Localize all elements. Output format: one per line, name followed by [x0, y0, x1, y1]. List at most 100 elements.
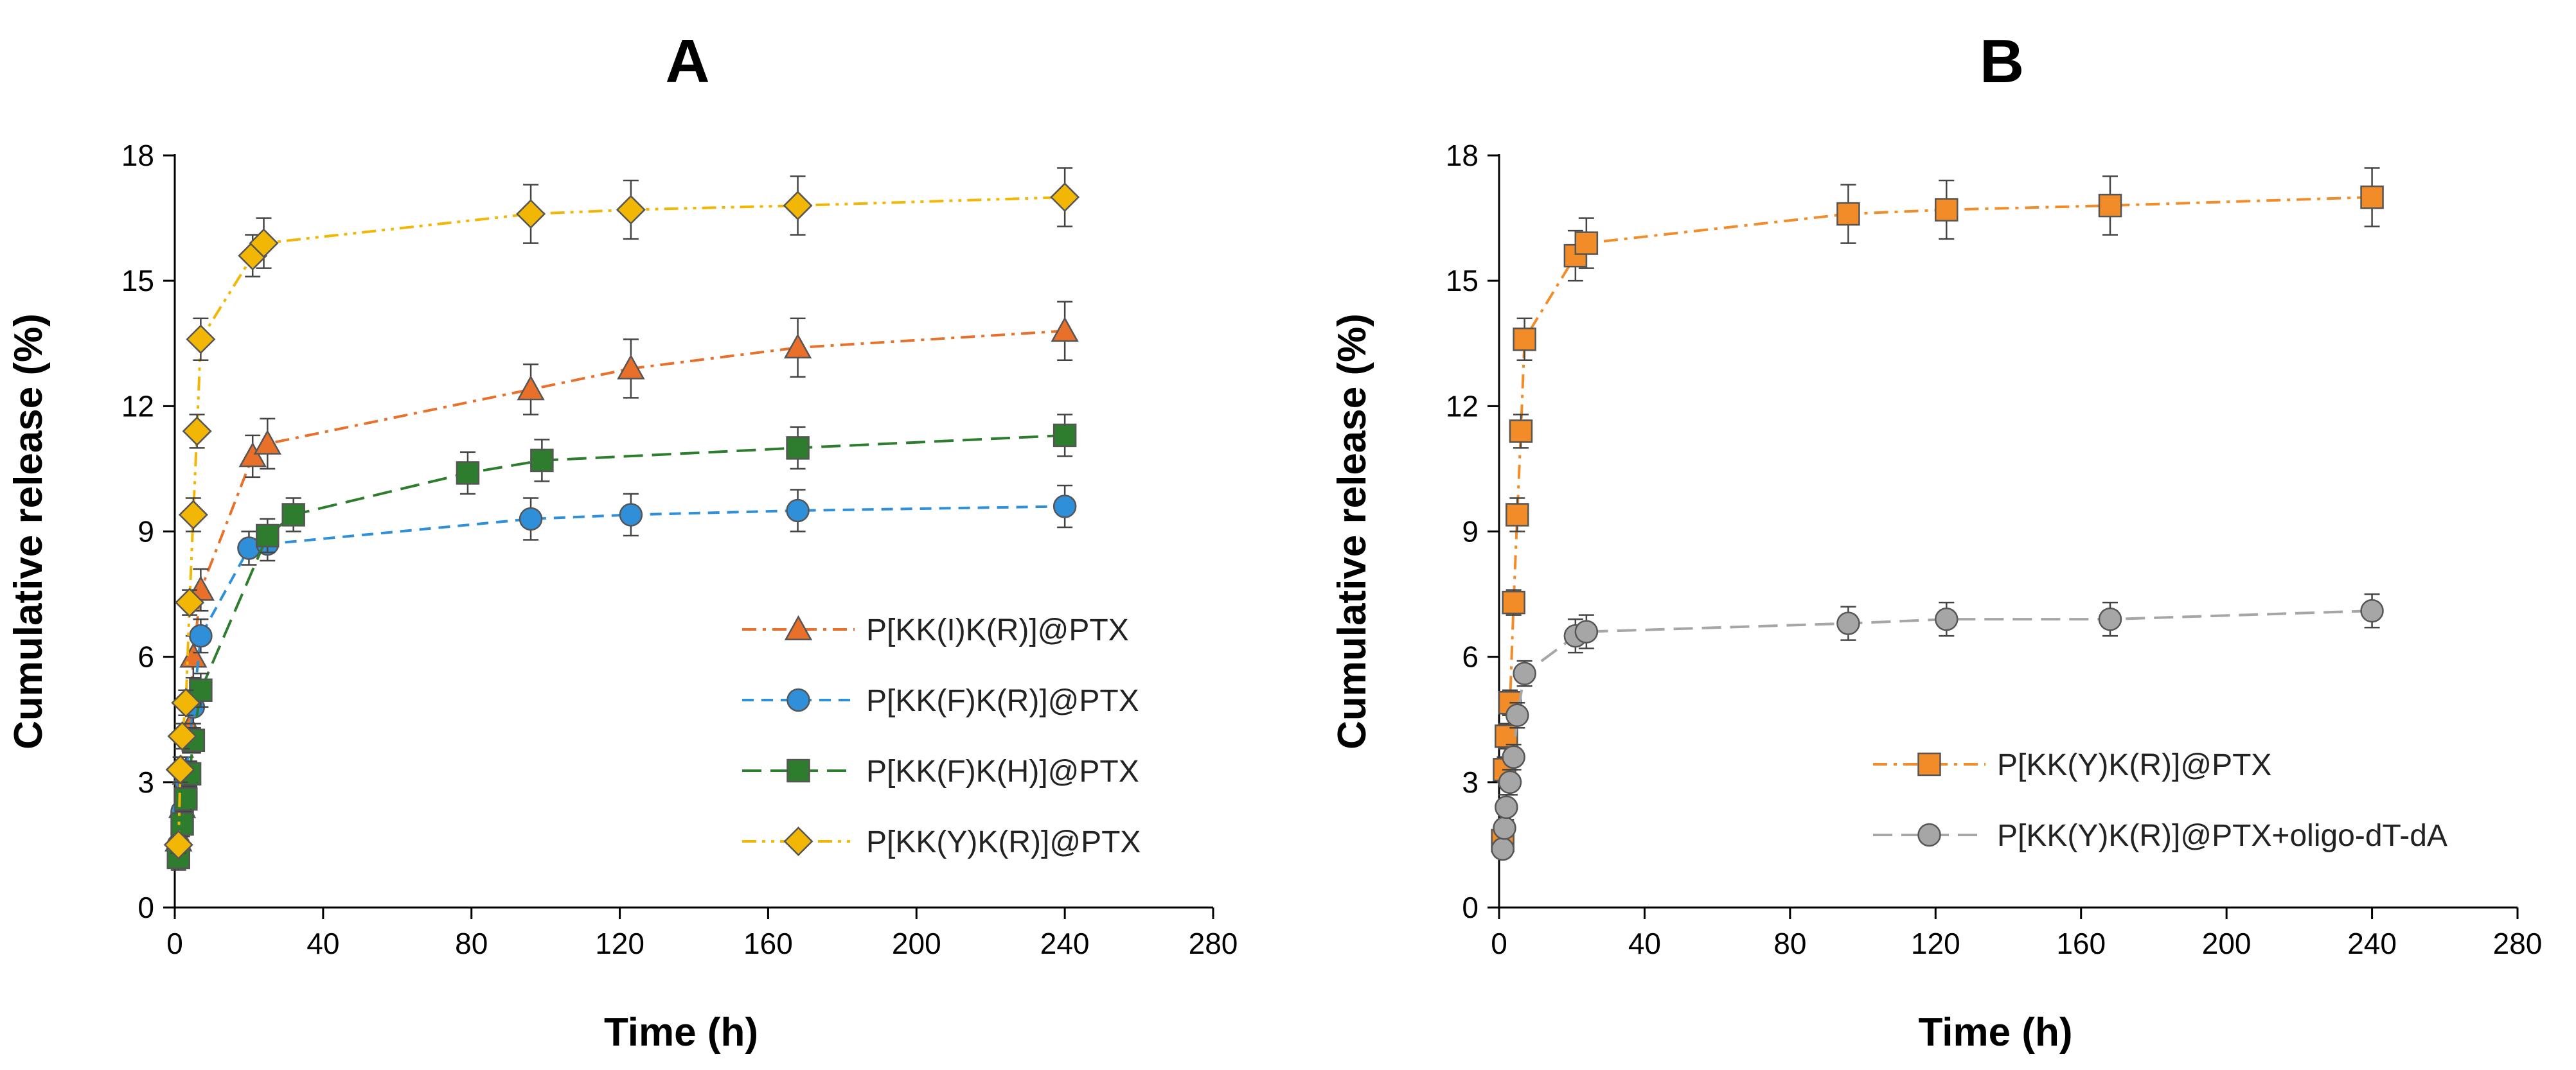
- data-point: [175, 588, 205, 618]
- data-point: [1506, 703, 1529, 727]
- data-point: [530, 448, 554, 473]
- legend-marker: [1917, 823, 1941, 847]
- y-tick-label: 9: [138, 515, 154, 548]
- legend-label: P[KK(F)K(H)]@PTX: [866, 755, 1139, 789]
- legend: P[KK(I)K(R)]@PTX P[KK(F)K(R)]@PTX P[KK(F)K…: [742, 613, 1141, 859]
- data-point: [619, 503, 643, 527]
- data-point: [281, 503, 305, 527]
- data-point: [170, 812, 194, 836]
- y-tick-label: 15: [1446, 264, 1479, 297]
- data-point: [1493, 816, 1516, 840]
- legend-marker: [784, 615, 813, 640]
- y-tick-label: 15: [121, 264, 154, 297]
- data-point: [617, 354, 645, 380]
- data-point: [1495, 795, 1518, 820]
- chart-panel-b: B 0 3 6 9 12 15 18 0 40 80 120 160 200 240 280 Time (h) C…: [1330, 27, 2542, 1055]
- series-2: [1491, 593, 2384, 861]
- y-tick-label: 3: [1462, 766, 1479, 799]
- data-point: [1053, 423, 1077, 448]
- legend-marker: [786, 759, 810, 783]
- legend-marker: [786, 688, 810, 712]
- x-tick-label: 160: [2056, 927, 2106, 960]
- data-point: [1836, 611, 1860, 635]
- legend-item: P[KK(Y)K(R)]@PTX+oligo-dT-dA: [1873, 819, 2447, 853]
- y-tick-label: 18: [121, 139, 154, 172]
- data-point: [171, 688, 201, 718]
- y-tick-label: 18: [1446, 139, 1479, 172]
- data-point: [1502, 590, 1525, 615]
- x-tick-label: 200: [2202, 927, 2252, 960]
- data-point: [1495, 724, 1518, 748]
- data-point: [182, 416, 212, 446]
- y-tick-label: 6: [1462, 640, 1479, 674]
- legend-label: P[KK(Y)K(R)]@PTX+oligo-dT-dA: [1997, 819, 2447, 853]
- data-point: [1053, 495, 1077, 518]
- legend-item: P[KK(I)K(R)]@PTX: [742, 613, 1129, 647]
- y-tick-label: 3: [138, 766, 154, 799]
- data-point: [1502, 745, 1525, 769]
- data-point: [1491, 837, 1515, 861]
- data-point: [1574, 620, 1599, 644]
- legend-label: P[KK(F)K(R)]@PTX: [866, 684, 1139, 718]
- x-tick-label: 40: [306, 927, 339, 960]
- data-point: [186, 324, 216, 355]
- series-line: [177, 434, 1065, 858]
- y-tick-label: 0: [138, 891, 154, 924]
- data-point: [1506, 503, 1529, 527]
- x-tick-label: 160: [743, 927, 793, 960]
- data-point: [456, 461, 480, 485]
- x-axis-title: Time (h): [1919, 1010, 2073, 1055]
- series-line: [1501, 610, 2372, 850]
- data-point: [1050, 182, 1080, 213]
- chart-panel-a: A 0 3 6 9 12 15 18 0 40 80 120 160 200 240 280 Time (h) C…: [6, 27, 1238, 1055]
- legend: P[KK(Y)K(R)]@PTX P[KK(Y)K(R)]@PTX+oligo-d…: [1873, 748, 2447, 853]
- x-tick-label: 40: [1628, 927, 1661, 960]
- series-line: [1501, 196, 2372, 841]
- data-point: [1935, 607, 1959, 631]
- legend-item: P[KK(Y)K(R)]@PTX: [742, 825, 1141, 859]
- x-tick-label: 120: [595, 927, 644, 960]
- series-4: [163, 167, 1080, 860]
- data-point: [2360, 599, 2384, 623]
- series-3: [166, 414, 1077, 871]
- data-point: [178, 500, 208, 530]
- data-point: [1836, 202, 1860, 226]
- y-axis-title: Cumulative release (%): [1330, 313, 1374, 750]
- x-tick-label: 280: [2493, 927, 2543, 960]
- x-axis-title: Time (h): [604, 1010, 758, 1055]
- data-point: [2098, 193, 2122, 218]
- x-tick-label: 80: [455, 927, 488, 960]
- x-tick-label: 120: [1911, 927, 1960, 960]
- data-point: [238, 442, 267, 468]
- legend-label: P[KK(Y)K(R)]@PTX: [1997, 748, 2271, 782]
- data-point: [179, 642, 208, 668]
- data-point: [256, 523, 280, 548]
- data-point: [1498, 770, 1522, 794]
- x-tick-label: 280: [1189, 927, 1238, 960]
- legend-item: P[KK(F)K(R)]@PTX: [742, 684, 1139, 718]
- data-point: [189, 624, 213, 648]
- panel-title: A: [665, 27, 709, 96]
- data-point: [786, 498, 810, 523]
- data-point: [249, 228, 279, 258]
- series-2: [166, 484, 1077, 859]
- legend-label: P[KK(Y)K(R)]@PTX: [866, 825, 1141, 859]
- data-point: [1513, 327, 1536, 351]
- x-tick-label: 0: [166, 927, 183, 960]
- legend-label: P[KK(I)K(R)]@PTX: [866, 613, 1129, 647]
- x-tick-label: 240: [1040, 927, 1090, 960]
- y-tick-label: 12: [1446, 389, 1479, 423]
- y-tick-label: 0: [1462, 891, 1479, 924]
- data-point: [2098, 607, 2122, 631]
- data-point: [519, 507, 543, 531]
- data-point: [1574, 231, 1599, 255]
- legend-item: P[KK(F)K(H)]@PTX: [742, 755, 1139, 789]
- x-tick-label: 0: [1491, 927, 1507, 960]
- data-point: [1513, 662, 1536, 685]
- data-point: [163, 830, 193, 860]
- series-line: [177, 505, 1065, 845]
- data-point: [517, 375, 545, 401]
- y-tick-label: 12: [121, 389, 154, 423]
